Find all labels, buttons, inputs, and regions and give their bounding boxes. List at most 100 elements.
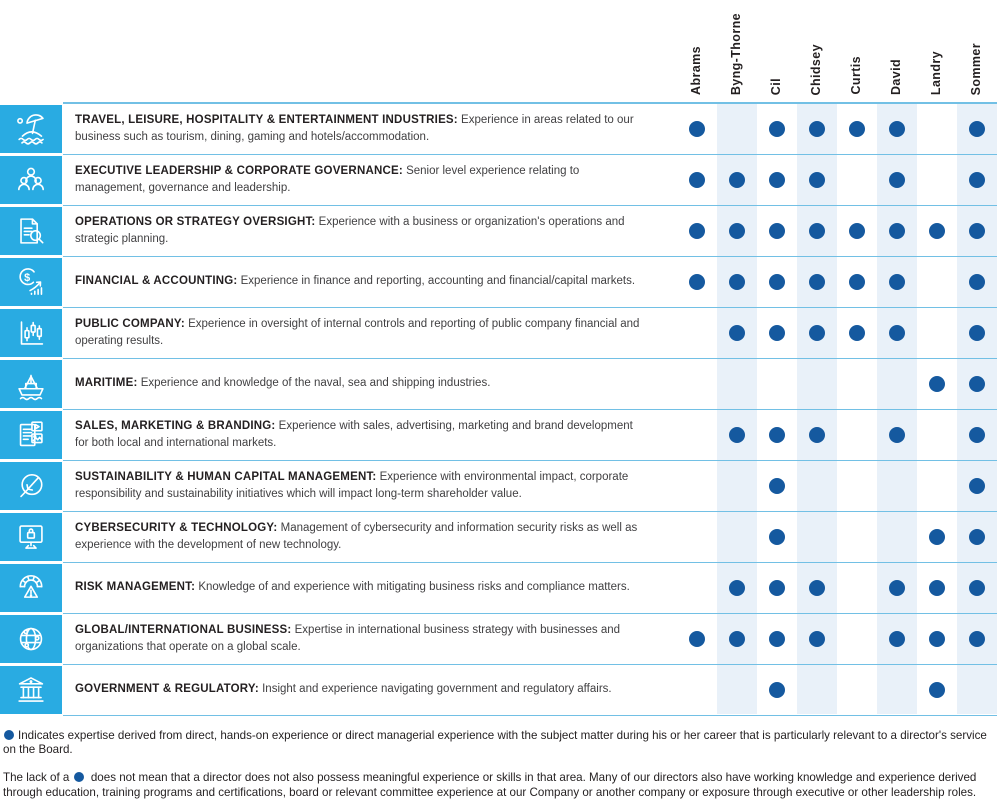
matrix-cell-chidsey <box>797 309 837 357</box>
monitor-lock-icon <box>0 512 62 561</box>
expertise-dot <box>729 426 745 443</box>
expertise-dot <box>769 171 785 188</box>
row-separator <box>63 153 997 155</box>
expertise-dot <box>969 528 985 545</box>
skill-description-cell: GLOBAL/INTERNATIONAL BUSINESS: Expertise… <box>62 615 677 663</box>
matrix-cell-chidsey <box>797 462 837 510</box>
legend-dot-icon <box>73 772 84 783</box>
column-header-label: Abrams <box>689 46 703 95</box>
matrix-row <box>677 105 997 153</box>
matrix-header: Abrams Byng-Thorne Cil Chidsey Curtis David La… <box>0 0 1000 102</box>
matrix-cell-cil <box>757 411 797 459</box>
ship-icon <box>0 359 62 408</box>
matrix-cell-chidsey <box>797 615 837 663</box>
expertise-dot <box>729 273 745 290</box>
matrix-cell-curtis <box>837 615 877 663</box>
matrix-cell-abrams <box>677 564 717 612</box>
expertise-dot <box>969 222 985 239</box>
expertise-dot <box>849 273 865 290</box>
skill-description-cell: SALES, MARKETING & BRANDING: Experience … <box>62 411 677 459</box>
expertise-dot <box>809 426 825 443</box>
column-header-landry: Landry <box>917 51 957 102</box>
skill-title: EXECUTIVE LEADERSHIP & CORPORATE GOVERNA… <box>75 165 403 178</box>
matrix-cell-chidsey <box>797 411 837 459</box>
skill-description-cell: TRAVEL, LEISURE, HOSPITALITY & ENTERTAIN… <box>62 105 677 153</box>
expertise-dot <box>969 120 985 137</box>
expertise-dot <box>809 630 825 647</box>
expertise-dot <box>969 375 985 392</box>
people-group-icon <box>0 155 62 204</box>
matrix-cell-cil <box>757 258 797 306</box>
skill-title: MARITIME: <box>75 377 138 390</box>
table-row: GOVERNMENT & REGULATORY: Insight and exp… <box>0 665 1000 716</box>
column-header-david: David <box>877 59 917 102</box>
table-row: CYBERSECURITY & TECHNOLOGY: Management o… <box>0 512 1000 563</box>
expertise-dot <box>769 630 785 647</box>
column-headers: Abrams Byng-Thorne Cil Chidsey Curtis David La… <box>677 0 997 102</box>
column-header-label: Landry <box>929 50 943 95</box>
expertise-dot <box>729 171 745 188</box>
matrix-cell-landry <box>917 207 957 255</box>
matrix-row <box>677 258 997 306</box>
column-stripe <box>877 102 917 714</box>
expertise-dot <box>849 222 865 239</box>
expertise-dot <box>769 222 785 239</box>
expertise-dot <box>889 579 905 596</box>
matrix-cell-abrams <box>677 156 717 204</box>
matrix-cell-curtis <box>837 156 877 204</box>
matrix-cell-abrams <box>677 615 717 663</box>
expertise-dot <box>769 273 785 290</box>
matrix-cell-abrams <box>677 462 717 510</box>
expertise-dot <box>929 528 945 545</box>
column-header-label: Sommer <box>969 42 983 95</box>
matrix-cell-sommer <box>957 513 997 561</box>
expertise-dot <box>729 630 745 647</box>
expertise-dot <box>689 273 705 290</box>
skill-description-cell: FINANCIAL & ACCOUNTING: Experience in fi… <box>62 258 677 306</box>
matrix-cell-abrams <box>677 513 717 561</box>
expertise-dot <box>969 171 985 188</box>
expertise-dot <box>729 324 745 341</box>
skill-title: GLOBAL/INTERNATIONAL BUSINESS: <box>75 624 292 637</box>
expertise-dot <box>809 273 825 290</box>
matrix-cell-curtis <box>837 564 877 612</box>
matrix-cell-cil <box>757 666 797 714</box>
skill-description-cell: RISK MANAGEMENT: Knowledge of and experi… <box>62 564 677 612</box>
matrix-cell-sommer <box>957 564 997 612</box>
matrix-cell-curtis <box>837 462 877 510</box>
expertise-dot <box>969 579 985 596</box>
matrix-row <box>677 411 997 459</box>
footnote-1-text: Indicates expertise derived from direct,… <box>3 728 987 757</box>
skills-table: TRAVEL, LEISURE, HOSPITALITY & ENTERTAIN… <box>0 102 1000 716</box>
table-row: $ FINANCIAL & ACCOUNTING: Experience in f… <box>0 257 1000 308</box>
row-separator <box>63 612 997 614</box>
expertise-dot <box>809 222 825 239</box>
row-separator <box>63 459 997 461</box>
matrix-cell-cil <box>757 513 797 561</box>
table-row: OPERATIONS OR STRATEGY OVERSIGHT: Experi… <box>0 206 1000 257</box>
expertise-dot <box>769 324 785 341</box>
expertise-dot <box>809 171 825 188</box>
skill-text: Management of cybersecurity and informat… <box>75 522 638 551</box>
government-building-icon <box>0 665 62 714</box>
matrix-cell-landry <box>917 360 957 408</box>
table-row: PUBLIC COMPANY: Experience in oversight … <box>0 308 1000 359</box>
row-separator <box>63 357 997 359</box>
matrix-cell-byng-thorne <box>717 666 757 714</box>
matrix-cell-byng-thorne <box>717 258 757 306</box>
skill-title: RISK MANAGEMENT: <box>75 581 196 594</box>
skill-description-cell: MARITIME: Experience and knowledge of th… <box>62 360 677 408</box>
skill-text: Experience with sales, advertising, mark… <box>75 420 633 449</box>
expertise-dot <box>929 630 945 647</box>
matrix-cell-byng-thorne <box>717 564 757 612</box>
matrix-cell-landry <box>917 615 957 663</box>
matrix-cell-byng-thorne <box>717 513 757 561</box>
expertise-dot <box>969 324 985 341</box>
matrix-cell-david <box>877 258 917 306</box>
skill-title: TRAVEL, LEISURE, HOSPITALITY & ENTERTAIN… <box>75 114 458 127</box>
globe-icon <box>0 614 62 663</box>
matrix-cell-byng-thorne <box>717 411 757 459</box>
matrix-cell-david <box>877 411 917 459</box>
matrix-cell-curtis <box>837 105 877 153</box>
skill-text: Experience in areas related to our busin… <box>75 114 634 143</box>
